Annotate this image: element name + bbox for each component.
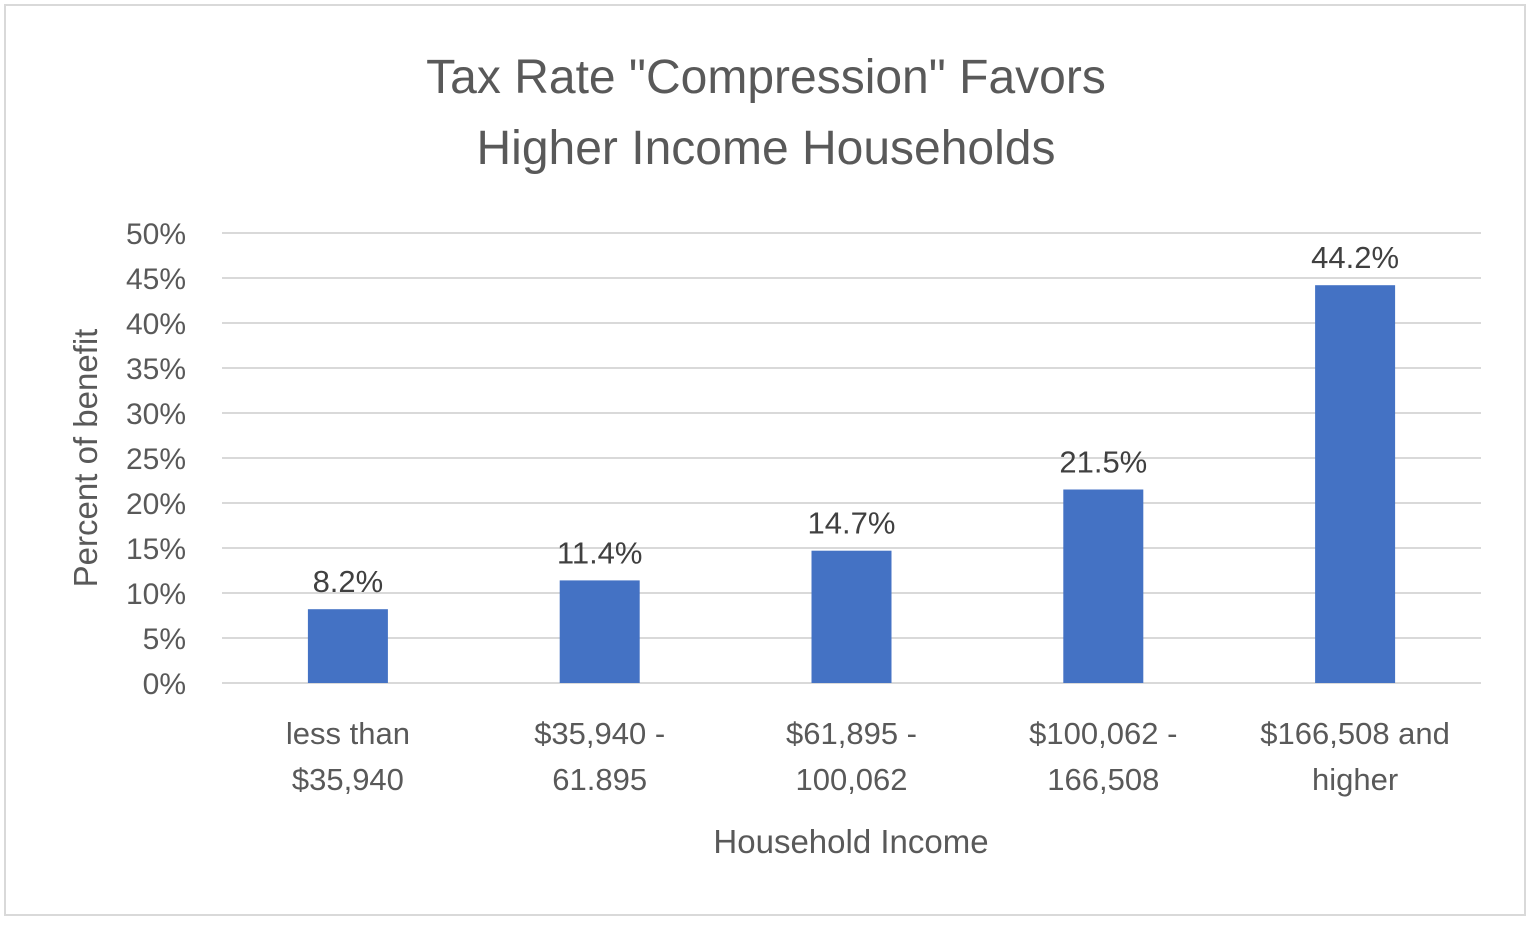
y-tick-label: 20% [126, 488, 186, 521]
x-tick-label: $35,940 [292, 762, 404, 797]
data-label: 44.2% [1311, 240, 1399, 275]
chart-frame [4, 4, 1526, 916]
x-tick-label: 100,062 [795, 762, 907, 797]
bar [1315, 285, 1396, 683]
x-tick-label: less than [286, 716, 410, 751]
y-tick-label: 30% [126, 398, 186, 431]
bar [811, 550, 892, 683]
x-tick-label: $35,940 - [534, 716, 665, 751]
bar [307, 609, 388, 683]
y-tick-label: 10% [126, 578, 186, 611]
x-axis-title: Household Income [713, 823, 988, 860]
x-tick-label: $100,062 - [1029, 716, 1177, 751]
data-label: 11.4% [557, 535, 643, 570]
bar [1063, 489, 1144, 683]
chart-title-line-1: Tax Rate "Compression" Favors [426, 51, 1106, 104]
y-tick-label: 0% [143, 668, 186, 701]
data-label: 21.5% [1059, 445, 1147, 480]
y-tick-label: 40% [126, 308, 186, 341]
y-tick-label: 5% [143, 623, 186, 656]
bar [559, 580, 640, 683]
chart-title-line-2: Higher Income Households [477, 122, 1056, 175]
y-axis-title: Percent of benefit [67, 329, 104, 588]
x-tick-label: 61.895 [552, 762, 647, 797]
y-tick-label: 45% [126, 263, 186, 296]
x-tick-label: $166,508 and [1260, 716, 1450, 751]
y-tick-label: 50% [126, 218, 186, 251]
x-tick-label: higher [1312, 762, 1398, 797]
y-tick-label: 15% [126, 533, 186, 566]
x-tick-label: $61,895 - [786, 716, 917, 751]
y-tick-label: 35% [126, 353, 186, 386]
x-tick-label: 166,508 [1047, 762, 1159, 797]
data-label: 8.2% [313, 564, 384, 599]
y-tick-label: 25% [126, 443, 186, 476]
data-label: 14.7% [808, 506, 896, 541]
